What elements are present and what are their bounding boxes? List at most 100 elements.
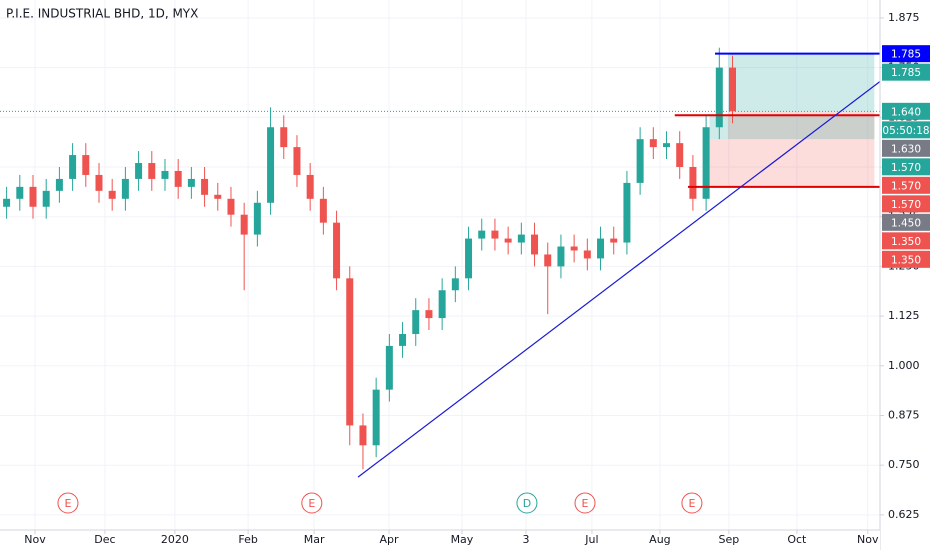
price-tag-label: 1.640 bbox=[891, 106, 921, 118]
candle-body bbox=[95, 174, 103, 191]
candle-body bbox=[531, 234, 539, 255]
event-marker bbox=[57, 492, 79, 514]
x-tick-label: May bbox=[451, 533, 474, 546]
price-tag bbox=[882, 158, 930, 176]
candle-body bbox=[121, 178, 129, 199]
candle-body bbox=[16, 186, 24, 199]
candle-body bbox=[161, 170, 169, 179]
x-tick-label: Nov bbox=[857, 533, 879, 546]
event-label: D bbox=[523, 497, 531, 510]
candle-body bbox=[702, 127, 710, 199]
candle-body bbox=[636, 139, 644, 183]
candle-body bbox=[412, 310, 420, 334]
event-label: E bbox=[582, 497, 589, 510]
event-marker bbox=[516, 492, 538, 514]
price-tag bbox=[882, 63, 930, 81]
price-tag-label: 1.630 bbox=[891, 143, 921, 155]
price-tag-label: 1.350 bbox=[891, 236, 921, 248]
event-marker bbox=[574, 492, 596, 514]
candle-body bbox=[504, 238, 512, 243]
candle-body bbox=[399, 333, 407, 346]
candle-body bbox=[359, 425, 367, 446]
candle-body bbox=[346, 278, 354, 426]
trend-line bbox=[357, 81, 881, 478]
price-tag bbox=[882, 213, 930, 231]
event-marker bbox=[301, 492, 323, 514]
candle-body bbox=[319, 198, 327, 223]
candle-body bbox=[649, 139, 657, 148]
candle-body bbox=[385, 345, 393, 390]
x-tick-label: Dec bbox=[94, 533, 115, 546]
event-label: E bbox=[688, 497, 695, 510]
candle-body bbox=[69, 155, 77, 179]
price-tag bbox=[882, 139, 930, 157]
candle-body bbox=[478, 230, 486, 239]
price-tag-label: 1.450 bbox=[891, 217, 921, 229]
x-tick-label: Sep bbox=[719, 533, 740, 546]
candle-body bbox=[267, 127, 275, 203]
candle-body bbox=[557, 246, 565, 267]
candle-body bbox=[544, 254, 552, 267]
price-tag-label: 1.570 bbox=[891, 162, 921, 174]
candle-body bbox=[187, 178, 195, 187]
profit-zone bbox=[727, 53, 875, 112]
candle-body bbox=[583, 250, 591, 259]
candle-body bbox=[135, 163, 143, 179]
x-tick-label: Oct bbox=[787, 533, 807, 546]
price-tag-label: 1.785 bbox=[891, 49, 921, 61]
y-tick-label: 1.125 bbox=[888, 309, 920, 322]
candle-body bbox=[425, 310, 433, 319]
candle-body bbox=[729, 67, 737, 112]
price-tag bbox=[882, 195, 930, 213]
candle-body bbox=[148, 163, 156, 179]
candle-body bbox=[465, 238, 473, 279]
candle-body bbox=[108, 190, 116, 199]
candle-body bbox=[253, 202, 261, 235]
event-marker bbox=[681, 492, 703, 514]
price-tag bbox=[882, 45, 930, 63]
candle-body bbox=[214, 194, 222, 199]
candle-body bbox=[663, 143, 671, 148]
price-axis bbox=[880, 0, 932, 550]
candle-body bbox=[174, 170, 182, 187]
candle-body bbox=[333, 222, 341, 279]
price-tag-label: 1.570 bbox=[891, 199, 921, 211]
price-tag-label: 1.570 bbox=[891, 180, 921, 192]
candle-body bbox=[451, 278, 459, 291]
candle-body bbox=[227, 198, 235, 215]
x-tick-label: Apr bbox=[380, 533, 400, 546]
candle-body bbox=[491, 230, 499, 239]
price-tag-label: 05:50:18 bbox=[882, 125, 929, 137]
x-tick-label: Jul bbox=[584, 533, 598, 546]
price-tag-label: 1.350 bbox=[891, 254, 921, 266]
y-tick-label: 1.875 bbox=[888, 11, 920, 24]
y-tick-label: 0.625 bbox=[888, 508, 920, 521]
candle-body bbox=[623, 182, 631, 243]
candle-body bbox=[306, 174, 314, 199]
price-tag bbox=[882, 176, 930, 194]
price-tag bbox=[882, 102, 930, 120]
candle-body bbox=[372, 389, 380, 446]
candle-body bbox=[570, 246, 578, 251]
candle-body bbox=[597, 238, 605, 259]
candle-body bbox=[82, 155, 90, 175]
candle-body bbox=[438, 290, 446, 319]
x-tick-label: 2020 bbox=[161, 533, 189, 546]
x-tick-label: Aug bbox=[649, 533, 670, 546]
event-label: E bbox=[308, 497, 315, 510]
candle-body bbox=[280, 127, 288, 148]
candle-body bbox=[715, 67, 723, 128]
y-tick-label: 0.875 bbox=[888, 408, 920, 421]
price-tag bbox=[882, 232, 930, 250]
time-axis bbox=[0, 530, 880, 550]
event-label: E bbox=[64, 497, 71, 510]
candle-body bbox=[293, 147, 301, 175]
price-tag bbox=[882, 250, 930, 268]
candle-body bbox=[3, 198, 11, 207]
profit-zone bbox=[709, 115, 875, 140]
candle-body bbox=[610, 238, 618, 243]
price-tag-label: 1.785 bbox=[891, 67, 921, 79]
x-tick-label: 3 bbox=[522, 533, 529, 546]
candle-body bbox=[517, 234, 525, 243]
